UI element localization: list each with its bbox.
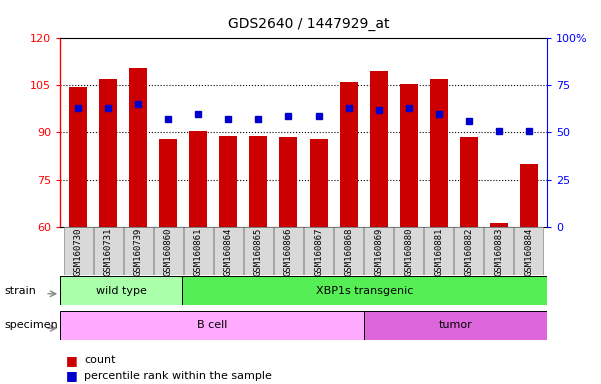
- FancyBboxPatch shape: [424, 227, 453, 275]
- Bar: [99, 79, 117, 227]
- Bar: [69, 87, 87, 227]
- Text: GSM160730: GSM160730: [74, 228, 82, 276]
- Text: strain: strain: [5, 286, 37, 296]
- FancyBboxPatch shape: [182, 276, 547, 305]
- Text: GSM160866: GSM160866: [284, 228, 293, 276]
- Bar: [279, 137, 297, 227]
- FancyBboxPatch shape: [60, 276, 182, 305]
- FancyBboxPatch shape: [124, 227, 153, 275]
- Text: GDS2640 / 1447929_at: GDS2640 / 1447929_at: [228, 17, 390, 31]
- FancyBboxPatch shape: [274, 227, 303, 275]
- Text: GSM160883: GSM160883: [495, 228, 503, 276]
- Text: B cell: B cell: [197, 320, 227, 331]
- FancyBboxPatch shape: [304, 227, 333, 275]
- FancyBboxPatch shape: [364, 227, 393, 275]
- FancyBboxPatch shape: [64, 227, 93, 275]
- Text: count: count: [84, 355, 115, 365]
- Text: GSM160869: GSM160869: [374, 228, 383, 276]
- Bar: [520, 164, 538, 227]
- Text: GSM160884: GSM160884: [525, 228, 533, 276]
- Text: GSM160882: GSM160882: [465, 228, 473, 276]
- Text: GSM160864: GSM160864: [224, 228, 233, 276]
- Text: GSM160860: GSM160860: [164, 228, 172, 276]
- FancyBboxPatch shape: [60, 311, 364, 340]
- Bar: [490, 223, 508, 227]
- FancyBboxPatch shape: [214, 227, 243, 275]
- Text: GSM160731: GSM160731: [104, 228, 112, 276]
- FancyBboxPatch shape: [244, 227, 273, 275]
- Text: wild type: wild type: [96, 286, 147, 296]
- Bar: [159, 139, 177, 227]
- Bar: [219, 136, 237, 227]
- Text: ■: ■: [66, 369, 78, 382]
- Text: GSM160861: GSM160861: [194, 228, 203, 276]
- FancyBboxPatch shape: [94, 227, 123, 275]
- Text: tumor: tumor: [439, 320, 472, 331]
- FancyBboxPatch shape: [154, 227, 183, 275]
- Bar: [370, 71, 388, 227]
- Text: GSM160865: GSM160865: [254, 228, 263, 276]
- Text: GSM160881: GSM160881: [435, 228, 443, 276]
- Bar: [430, 79, 448, 227]
- Bar: [460, 137, 478, 227]
- Text: GSM160868: GSM160868: [344, 228, 353, 276]
- Text: GSM160739: GSM160739: [134, 228, 142, 276]
- FancyBboxPatch shape: [184, 227, 213, 275]
- FancyBboxPatch shape: [364, 311, 547, 340]
- Bar: [400, 84, 418, 227]
- Bar: [340, 82, 358, 227]
- Text: ■: ■: [66, 354, 78, 367]
- Text: percentile rank within the sample: percentile rank within the sample: [84, 371, 272, 381]
- Bar: [310, 139, 328, 227]
- FancyBboxPatch shape: [514, 227, 543, 275]
- FancyBboxPatch shape: [484, 227, 513, 275]
- Text: XBP1s transgenic: XBP1s transgenic: [316, 286, 413, 296]
- FancyBboxPatch shape: [334, 227, 363, 275]
- Text: GSM160880: GSM160880: [404, 228, 413, 276]
- FancyBboxPatch shape: [394, 227, 423, 275]
- Bar: [129, 68, 147, 227]
- Text: specimen: specimen: [5, 320, 58, 331]
- Bar: [189, 131, 207, 227]
- Text: GSM160867: GSM160867: [314, 228, 323, 276]
- FancyBboxPatch shape: [454, 227, 483, 275]
- Bar: [249, 136, 267, 227]
